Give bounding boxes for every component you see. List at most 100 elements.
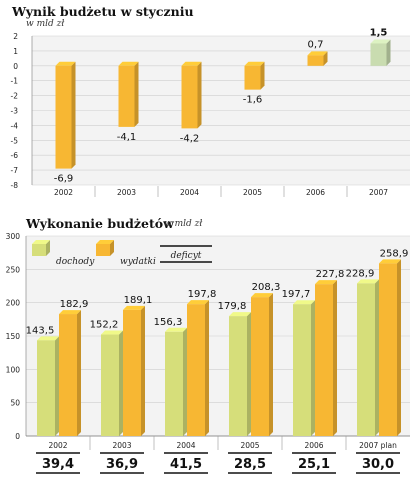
chart2-bar-dochody xyxy=(293,304,311,436)
chart1-ytick-label: -7 xyxy=(11,166,19,175)
chart1-xtick-label: 2006 xyxy=(306,188,325,197)
chart1-bar xyxy=(370,43,387,66)
chart1-data-label: -4,2 xyxy=(180,133,200,144)
chart2-xtick-label: 2004 xyxy=(176,441,195,450)
chart2-data-label: 182,9 xyxy=(60,299,89,310)
chart1-xtick-label: 2003 xyxy=(117,188,136,197)
chart1-bar xyxy=(118,65,135,127)
legend-label-wydatki: wydatki xyxy=(120,257,156,267)
chart1-bar-side xyxy=(71,61,76,169)
chart2-bar-dochody xyxy=(165,331,183,436)
chart2-bar-dochody-top xyxy=(357,279,379,284)
chart2-bar-wydatki-side xyxy=(205,300,209,436)
chart2-xtick-label: 2006 xyxy=(304,441,323,450)
chart2-bar-dochody-side xyxy=(55,336,59,436)
chart2-bar-dochody-side xyxy=(247,312,251,436)
chart2-data-label: 227,8 xyxy=(316,269,345,280)
chart1-ytick-label: 0 xyxy=(13,62,18,71)
chart2-ytick-label: 100 xyxy=(6,365,21,374)
chart2-data-label: 208,3 xyxy=(252,282,281,293)
chart1-ytick-label: 2 xyxy=(13,32,18,41)
deficit-value: 36,9 xyxy=(106,457,138,472)
chart1-bar-top xyxy=(307,51,328,56)
chart2-subtitle: w mld zł xyxy=(164,219,203,229)
chart2-data-label: 143,5 xyxy=(26,325,55,336)
chart2-bar-wydatki-top xyxy=(187,300,209,305)
chart1-data-label: -1,6 xyxy=(243,95,263,106)
chart2-bar-wydatki-side xyxy=(333,280,337,436)
chart2-ytick-label: 300 xyxy=(6,232,21,241)
chart2-bar-wydatki-top xyxy=(59,310,81,315)
chart2-bar-wydatki-top xyxy=(315,280,337,285)
chart1-ytick-label: -8 xyxy=(11,181,19,190)
chart1-ytick-label: -4 xyxy=(11,121,19,130)
chart2-bar-dochody-top xyxy=(293,300,315,305)
legend-swatch-wydatki-side xyxy=(110,240,114,256)
chart1-bar-side xyxy=(197,61,202,129)
chart1-bar-side xyxy=(386,39,391,66)
chart1-ytick-label: -6 xyxy=(11,151,19,160)
chart1-xtick-label: 2007 xyxy=(369,188,388,197)
chart1-xtick-label: 2002 xyxy=(54,188,73,197)
deficit-value: 28,5 xyxy=(234,457,266,472)
deficit-value: 25,1 xyxy=(298,457,330,472)
chart1-bar xyxy=(244,65,261,90)
chart1-bar xyxy=(55,65,72,169)
chart1-data-label: -4,1 xyxy=(117,132,137,143)
chart2-bar-wydatki xyxy=(251,297,269,436)
chart2-bar-wydatki xyxy=(187,304,205,436)
chart1-ytick-label: -5 xyxy=(11,136,19,145)
chart2-ytick-label: 0 xyxy=(15,432,20,441)
chart2-data-label: 156,3 xyxy=(154,317,183,328)
chart2-bar-dochody xyxy=(37,340,55,436)
chart1-data-label: 0,7 xyxy=(308,39,324,50)
chart2-bar-wydatki xyxy=(123,309,141,436)
chart2-bar-dochody-top xyxy=(229,312,251,317)
chart2-bar-dochody-top xyxy=(165,327,187,332)
chart1-xtick-label: 2005 xyxy=(243,188,262,197)
chart1-bar-top xyxy=(244,61,265,66)
legend-swatch-wydatki-top xyxy=(96,240,114,244)
chart2-data-label: 179,8 xyxy=(218,301,247,312)
legend-swatch-wydatki xyxy=(96,244,110,256)
chart2-bar-wydatki-top xyxy=(251,293,273,298)
chart2-bar-wydatki-side xyxy=(77,310,81,436)
chart1-bar-top xyxy=(118,61,139,66)
chart2-bar-dochody-side xyxy=(311,300,315,436)
chart1-bar-top xyxy=(55,61,76,66)
chart1-xtick-label: 2004 xyxy=(180,188,199,197)
chart1-title: Wynik budżetu w styczniu xyxy=(12,4,194,19)
chart2-ytick-label: 50 xyxy=(10,399,20,408)
chart2-bar-dochody xyxy=(357,283,375,436)
chart2-xtick-label: 2002 xyxy=(48,441,67,450)
chart1-bar-side xyxy=(134,61,139,127)
chart2-bar-wydatki-top xyxy=(123,305,145,310)
chart2-bar-wydatki-side xyxy=(269,293,273,436)
chart2-data-label: 197,8 xyxy=(188,289,217,300)
chart1-bar-top xyxy=(181,61,202,66)
chart1-ytick-label: -3 xyxy=(11,107,19,116)
chart2-data-label: 258,9 xyxy=(380,248,409,259)
chart2-bar-dochody-top xyxy=(37,336,59,341)
legend-label-dochody: dochody xyxy=(56,257,95,267)
chart2-bar-dochody xyxy=(101,334,119,436)
chart1-bar xyxy=(181,65,198,129)
chart2-bar-wydatki-side xyxy=(397,259,401,436)
chart1-bar-side xyxy=(260,61,265,90)
chart2-bar-dochody xyxy=(229,316,247,436)
chart2-bar-wydatki xyxy=(315,284,333,436)
chart2-bar-wydatki xyxy=(379,263,397,436)
chart2-bar-dochody-side xyxy=(375,279,379,436)
chart2-ytick-label: 200 xyxy=(6,299,21,308)
chart2-bar-dochody-top xyxy=(101,330,123,335)
chart1-bar-top xyxy=(370,39,391,44)
chart2-data-label: 197,7 xyxy=(282,289,311,300)
chart1-bar xyxy=(307,55,324,66)
chart2-title: Wykonanie budżetów xyxy=(26,216,174,231)
chart1-bar-side xyxy=(323,51,328,66)
chart2-data-label: 228,9 xyxy=(346,268,375,279)
chart2-ytick-label: 150 xyxy=(6,332,21,341)
chart1-data-label: -6,9 xyxy=(54,174,74,185)
chart2-bar-dochody-side xyxy=(183,327,187,436)
